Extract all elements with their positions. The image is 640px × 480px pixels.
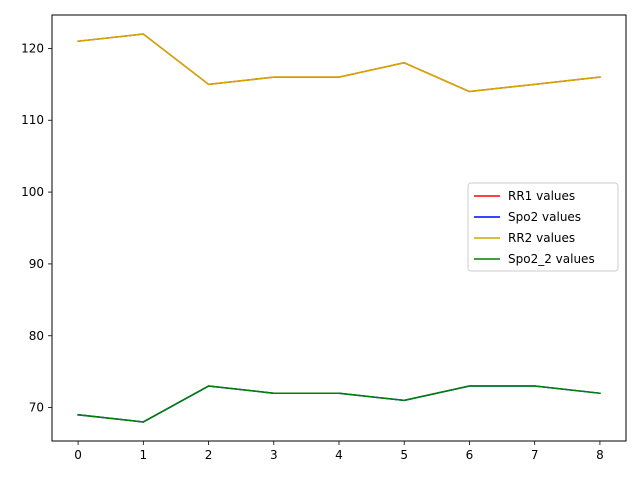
y-tick-label: 110 (21, 113, 44, 127)
legend: RR1 values Spo2 values RR2 values Spo2_2 va… (467, 182, 619, 272)
x-axis: 0 1 2 3 4 5 6 7 8 (74, 441, 604, 462)
series-line-1 (77, 385, 601, 423)
series-line-3 (77, 385, 601, 423)
legend-label-0: RR1 values (508, 189, 575, 203)
series-line-0 (77, 33, 601, 93)
x-tick-label: 8 (596, 448, 604, 462)
y-tick-label: 100 (21, 185, 44, 199)
legend-label-1: Spo2 values (508, 210, 581, 224)
x-tick-label: 1 (139, 448, 147, 462)
y-tick-label: 90 (29, 257, 44, 271)
series-layer (77, 33, 601, 423)
legend-box (467, 182, 619, 272)
legend-label-3: Spo2_2 values (508, 252, 595, 266)
x-tick-label: 5 (400, 448, 408, 462)
x-tick-label: 3 (270, 448, 278, 462)
x-tick-label: 7 (531, 448, 539, 462)
series-line-2 (77, 33, 601, 93)
x-tick-label: 2 (205, 448, 213, 462)
x-tick-label: 4 (335, 448, 343, 462)
legend-label-2: RR2 values (508, 231, 575, 245)
y-tick-label: 80 (29, 329, 44, 343)
y-tick-label: 70 (29, 401, 44, 415)
x-tick-label: 0 (74, 448, 82, 462)
y-tick-label: 120 (21, 41, 44, 55)
x-tick-label: 6 (466, 448, 474, 462)
y-axis: 70 80 90 100 110 120 (21, 41, 52, 415)
